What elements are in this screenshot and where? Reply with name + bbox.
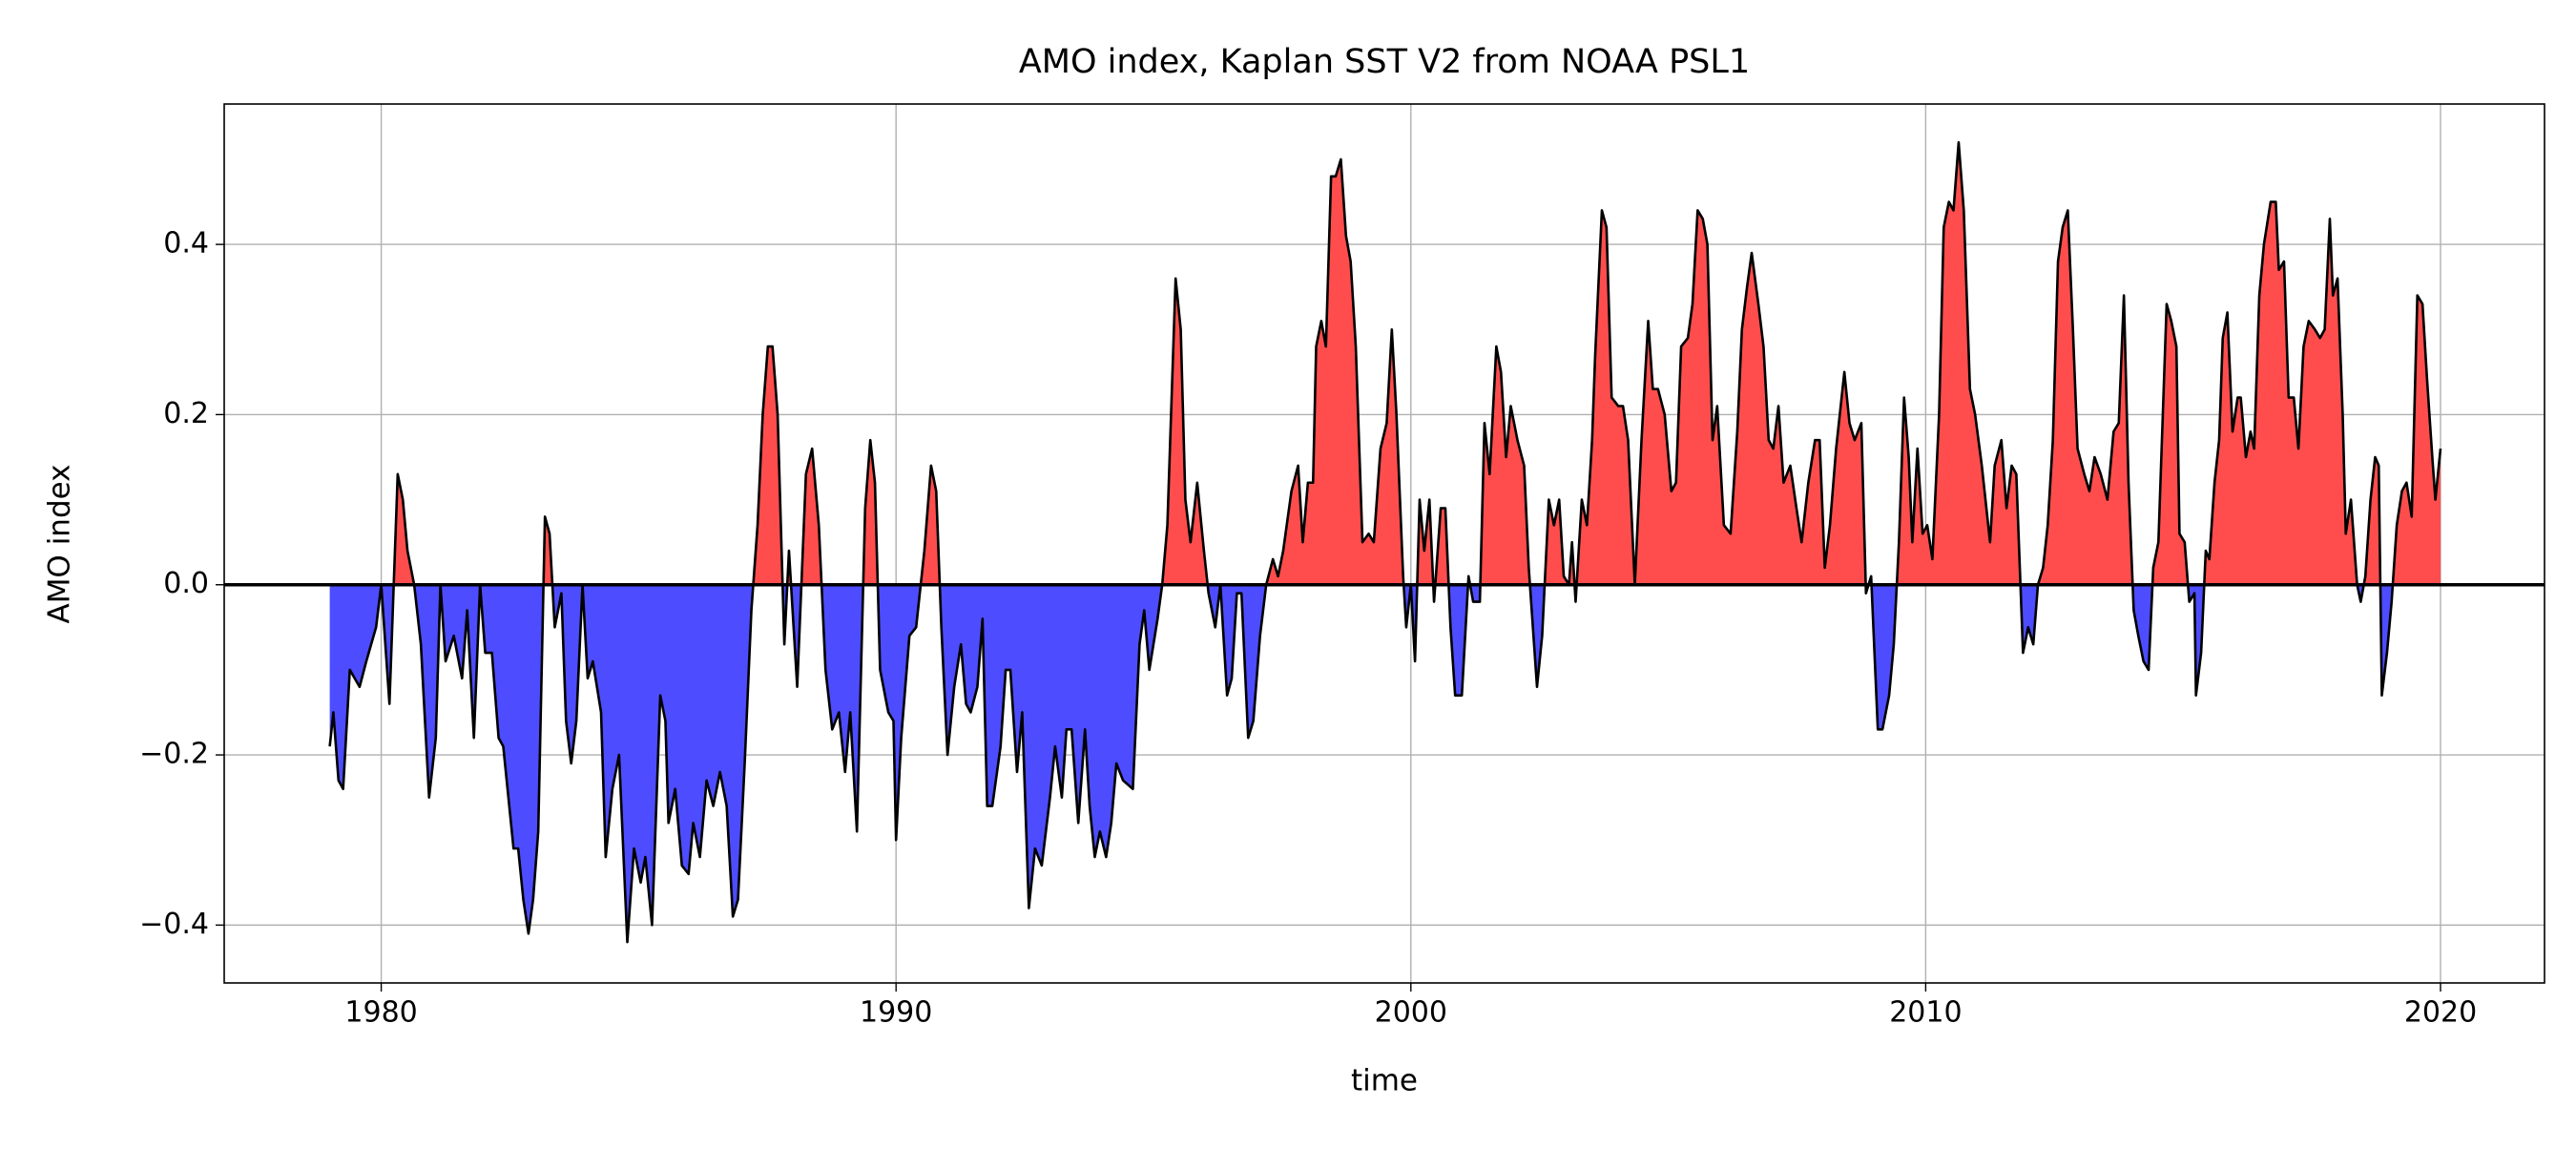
axes: 1980 1990 2000 2010 2020 −0.4 −0.2 0.0 0.2 0.4 — [139, 103, 2545, 1030]
plot-frame — [223, 103, 2545, 984]
x-tick-label: 2000 — [1375, 996, 1447, 1030]
x-tick-label: 2020 — [2404, 996, 2477, 1030]
y-tick-label: 0.4 — [163, 227, 209, 261]
y-tick-label: −0.2 — [139, 738, 209, 771]
x-tick-label: 2010 — [1889, 996, 1962, 1030]
x-axis-label: time — [1351, 1064, 1418, 1098]
negative-area — [329, 584, 2393, 943]
lines — [224, 140, 2545, 944]
y-tick-label: −0.4 — [139, 908, 209, 941]
y-tick-label: 0.0 — [163, 567, 209, 600]
chart-title: AMO index, Kaplan SST V2 from NOAA PSL1 — [1019, 43, 1750, 81]
y-tick-label: 0.2 — [163, 397, 209, 430]
y-axis-label: AMO index — [43, 464, 77, 623]
fills — [329, 142, 2441, 943]
index-line — [328, 140, 2442, 944]
x-tick-label: 1990 — [860, 996, 932, 1030]
positive-area — [329, 142, 2441, 585]
x-tick-label: 1980 — [344, 996, 417, 1030]
